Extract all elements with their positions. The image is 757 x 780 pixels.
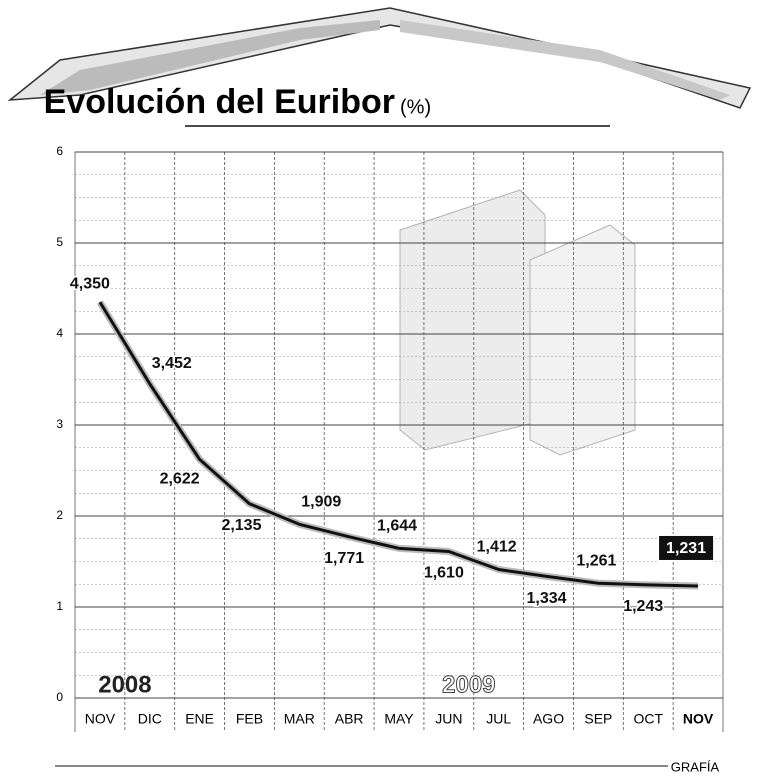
y-tick-label: 0	[56, 690, 63, 704]
y-tick-label: 1	[56, 599, 63, 613]
x-tick-label: DIC	[138, 711, 162, 727]
y-tick-label: 6	[56, 144, 63, 158]
year-label: 2008	[98, 671, 151, 698]
value-label: 1,909	[301, 493, 341, 510]
chart: Evolución del Euribor (%) GRAFÍA 0 1 2 3 4 5 6…	[0, 0, 757, 780]
x-tick-label: OCT	[633, 711, 663, 727]
x-tick-label: FEB	[236, 711, 263, 727]
x-tick-label: NOV	[683, 711, 714, 727]
value-label: 1,610	[424, 565, 464, 582]
value-label: 1,231	[666, 540, 706, 557]
value-label: 1,243	[623, 598, 663, 615]
y-tick-label: 5	[56, 235, 63, 249]
buildings-illustration	[400, 190, 635, 455]
x-tick-label: MAY	[384, 711, 414, 727]
x-tick-label: ABR	[335, 711, 364, 727]
source-label: GRAFÍA	[671, 759, 720, 774]
value-label: 4,350	[70, 275, 110, 292]
value-label: 2,135	[221, 517, 261, 534]
x-tick-label: AGO	[533, 711, 564, 727]
x-tick-label: JUN	[435, 711, 462, 727]
value-label: 1,644	[377, 518, 417, 535]
value-label: 2,622	[160, 471, 200, 488]
value-label: 1,261	[576, 552, 616, 569]
x-tick-label: ENE	[185, 711, 214, 727]
y-tick-label: 2	[56, 508, 63, 522]
value-label: 1,412	[477, 539, 517, 556]
x-tick-label: JUL	[486, 711, 511, 727]
year-label: 2009	[442, 671, 495, 698]
value-label: 3,452	[152, 355, 192, 372]
x-tick-label: NOV	[85, 711, 116, 727]
unit-label: (%)	[400, 96, 431, 118]
page: Evolución del Euribor (%) GRAFÍA 0 1 2 3 4 5 6…	[0, 0, 757, 780]
y-tick-label: 3	[56, 417, 63, 431]
y-tick-label: 4	[56, 326, 63, 340]
x-tick-label: MAR	[284, 711, 315, 727]
chart-title: Evolución del Euribor	[44, 83, 395, 121]
value-label: 1,771	[324, 550, 364, 567]
value-label: 1,334	[527, 590, 567, 607]
x-tick-label: SEP	[584, 711, 612, 727]
